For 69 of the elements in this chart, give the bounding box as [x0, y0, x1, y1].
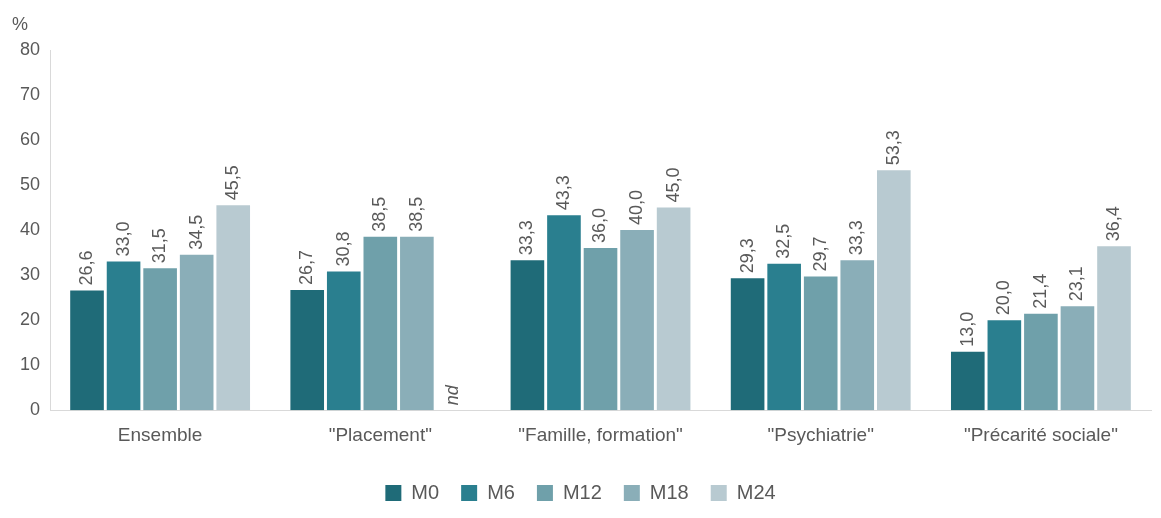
data-label: 32,5 [773, 223, 794, 259]
bar [583, 248, 618, 411]
y-tick-label: 10 [19, 354, 41, 375]
bar [400, 236, 434, 411]
data-label: 45,5 [222, 165, 243, 201]
y-tick-label: 40 [19, 219, 41, 240]
data-label: 36,0 [589, 208, 610, 244]
data-label: 26,7 [296, 249, 317, 285]
bar [1024, 313, 1058, 411]
data-label: 30,8 [332, 231, 353, 267]
data-label: 38,5 [369, 196, 390, 232]
y-tick-label: 0 [30, 399, 41, 420]
bar [290, 289, 325, 411]
x-tick-label: Ensemble [117, 423, 203, 445]
data-label: 53,3 [882, 130, 903, 166]
data-label: 36,4 [1102, 206, 1123, 242]
legend-label: M0 [411, 480, 440, 503]
y-tick-label: 80 [19, 38, 41, 59]
bar [363, 236, 398, 411]
data-label: 38,5 [405, 196, 426, 232]
bar [510, 260, 545, 411]
legend-label: M18 [649, 480, 689, 503]
bar [950, 351, 985, 411]
x-tick-label: "Famille, formation" [518, 423, 683, 445]
x-tick-label: "Psychiatrie" [767, 423, 874, 445]
data-label: 33,3 [846, 220, 867, 256]
x-tick-label: "Placement" [328, 423, 432, 445]
data-label: 34,5 [185, 214, 206, 250]
data-label: 33,0 [112, 221, 133, 257]
data-label: 40,0 [626, 190, 647, 226]
bar [620, 230, 654, 411]
data-label: 20,0 [993, 280, 1014, 316]
data-label: 33,3 [516, 220, 537, 256]
bar [803, 276, 838, 411]
bar [179, 254, 214, 411]
bar [547, 215, 581, 411]
data-label: 23,1 [1066, 266, 1087, 302]
bar [70, 290, 104, 411]
y-tick-label: 20 [19, 309, 41, 330]
bar [877, 170, 911, 411]
text: nd [442, 385, 463, 406]
data-label: 21,4 [1029, 273, 1050, 309]
y-tick-label: 50 [19, 174, 41, 195]
bar [987, 320, 1022, 411]
bar [106, 261, 141, 411]
bar [840, 260, 875, 411]
legend-label: M12 [562, 480, 602, 503]
bar [326, 271, 361, 411]
data-label: 31,5 [149, 228, 170, 264]
y-tick-label: 70 [19, 83, 41, 104]
legend-label: M6 [487, 480, 515, 503]
data-label: 43,3 [552, 175, 573, 211]
bar [730, 278, 765, 411]
data-label: 29,7 [809, 236, 830, 272]
bar [143, 268, 177, 411]
data-label: 26,6 [75, 250, 96, 286]
y-tick-label: 60 [19, 129, 41, 150]
legend-label: M24 [736, 480, 776, 503]
bar [767, 263, 801, 411]
y-tick-label: 30 [19, 264, 41, 285]
bar [1097, 246, 1131, 411]
x-tick-label: "Précarité sociale" [963, 423, 1118, 445]
data-label: 13,0 [956, 311, 977, 347]
data-label: 29,3 [736, 238, 757, 274]
data-label: 45,0 [662, 167, 683, 203]
y-axis-title: % [11, 13, 29, 34]
bar [1060, 306, 1095, 411]
bar [216, 205, 251, 411]
bar [656, 207, 691, 411]
